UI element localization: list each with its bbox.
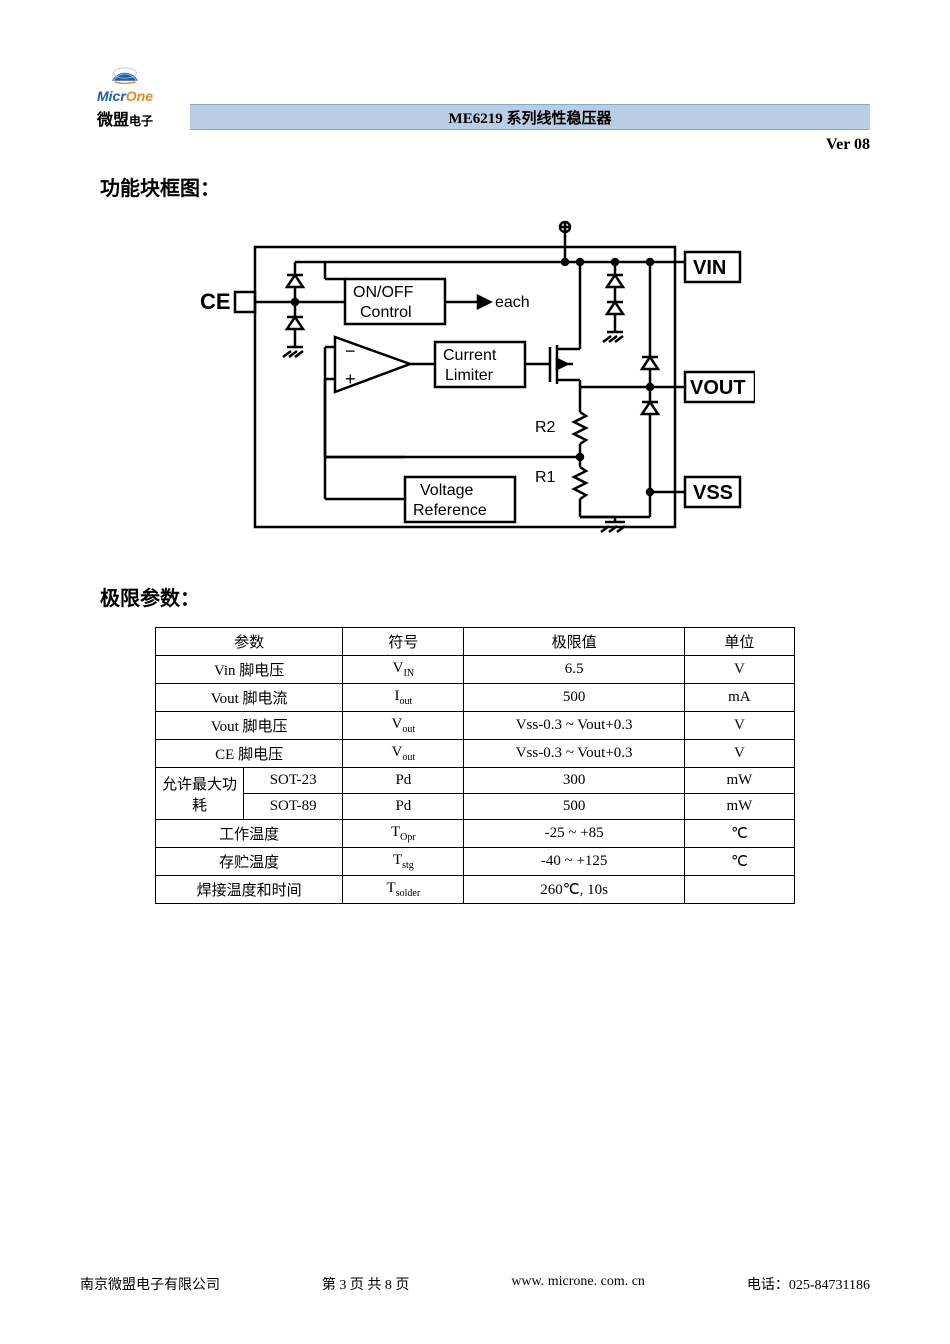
limits-table: 参数 符号 极限值 单位 Vin 脚电压 VIN 6.5 V Vout 脚电流 … xyxy=(155,627,795,904)
label-limiter: Limiter xyxy=(445,367,494,384)
label-onoff2: Control xyxy=(360,304,412,321)
table-row: 工作温度 TOpr -25 ~ +85 ℃ xyxy=(156,820,795,848)
logo-brand-b: One xyxy=(126,88,153,104)
label-r1: R1 xyxy=(535,469,556,486)
section-limits-title: 极限参数： xyxy=(100,582,870,611)
label-onoff1: ON/OFF xyxy=(353,284,414,301)
label-r2: R2 xyxy=(535,419,556,436)
label-vin: VIN xyxy=(693,257,726,279)
footer-url: www. microne. com. cn xyxy=(511,1274,645,1294)
logo-brand-a: Micr xyxy=(97,88,126,104)
header: MicrOne 微盟电子 ME6219 系列线性稳压器 xyxy=(80,60,870,130)
version-label: Ver 08 xyxy=(80,136,870,154)
label-voltage: Voltage xyxy=(420,482,473,499)
footer: 南京微盟电子有限公司 第 3 页 共 8 页 www. microne. com… xyxy=(80,1274,870,1294)
label-ce: CE xyxy=(200,289,231,314)
table-row: Vout 脚电压 Vout Vss-0.3 ~ Vout+0.3 V xyxy=(156,712,795,740)
th-param: 参数 xyxy=(156,628,343,656)
block-diagram: CE VIN VOUT VSS xyxy=(195,217,755,552)
footer-company: 南京微盟电子有限公司 xyxy=(80,1274,220,1294)
label-current: Current xyxy=(443,347,497,364)
logo-cn: 微盟 xyxy=(97,112,129,129)
table-row: SOT-89 Pd 500 mW xyxy=(156,794,795,820)
section-block-diagram-title: 功能块框图： xyxy=(100,172,870,201)
th-unit: 单位 xyxy=(684,628,794,656)
label-vss: VSS xyxy=(693,482,733,504)
table-row: 存贮温度 Tstg -40 ~ +125 ℃ xyxy=(156,848,795,876)
table-header-row: 参数 符号 极限值 单位 xyxy=(156,628,795,656)
footer-phone: 电话：025-84731186 xyxy=(747,1274,870,1294)
logo: MicrOne 微盟电子 xyxy=(80,60,170,130)
th-symbol: 符号 xyxy=(343,628,464,656)
logo-cn-suffix: 电子 xyxy=(129,114,153,128)
table-row: Vin 脚电压 VIN 6.5 V xyxy=(156,656,795,684)
svg-text:−: − xyxy=(345,341,356,361)
label-each: each xyxy=(495,294,530,311)
th-value: 极限值 xyxy=(464,628,684,656)
svg-text:+: + xyxy=(345,369,356,389)
label-vout: VOUT xyxy=(690,377,746,399)
footer-page: 第 3 页 共 8 页 xyxy=(322,1274,410,1294)
table-row: CE 脚电压 Vout Vss-0.3 ~ Vout+0.3 V xyxy=(156,740,795,768)
logo-globe-icon xyxy=(95,60,155,86)
table-row: Vout 脚电流 Iout 500 mA xyxy=(156,684,795,712)
table-row: 允许最大功耗 SOT-23 Pd 300 mW xyxy=(156,768,795,794)
label-reference: Reference xyxy=(413,502,487,519)
doc-title: ME6219 系列线性稳压器 xyxy=(190,104,870,130)
table-row: 焊接温度和时间 Tsolder 260℃, 10s xyxy=(156,876,795,904)
